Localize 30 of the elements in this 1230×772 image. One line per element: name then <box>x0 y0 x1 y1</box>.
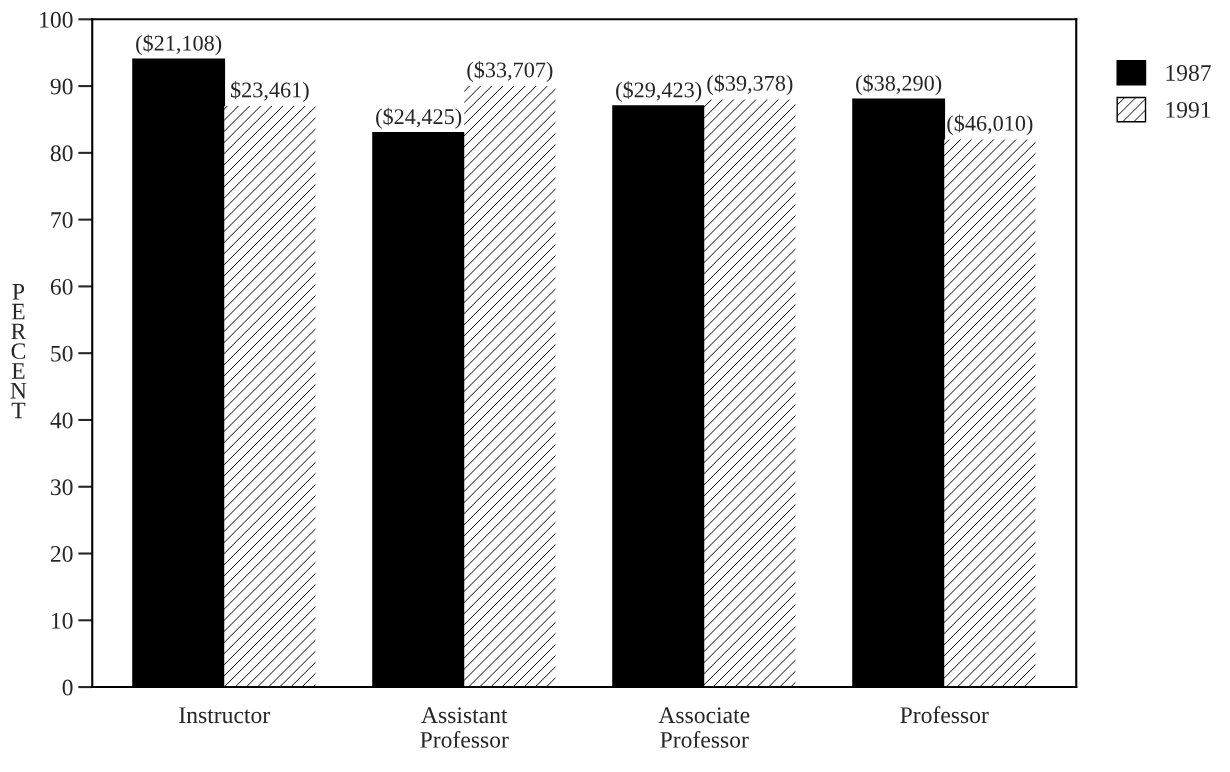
annotation: ($21,108) <box>136 34 222 56</box>
annotation: ($29,423) <box>616 81 702 102</box>
y-tick-label: 20 <box>50 546 73 562</box>
y-tick-label: 0 <box>62 679 73 696</box>
annotation: $23,461) <box>230 81 309 102</box>
y-tick-label: 40 <box>50 412 73 429</box>
y-tick-label: 10 <box>51 612 73 629</box>
annotation: ($38,290) <box>856 74 942 96</box>
bar <box>464 86 556 688</box>
x-tick-label: Professor <box>900 706 989 724</box>
y-tick-label: 80 <box>50 145 73 162</box>
x-tick-label: Associate Professor <box>658 707 750 748</box>
y-tick-label: 90 <box>50 78 73 95</box>
x-tick-label: Assistant Professor <box>420 707 509 748</box>
bar <box>944 139 1036 688</box>
y-tick-label: 70 <box>51 212 73 229</box>
y-axis-title: PERCENT <box>10 284 27 419</box>
annotation: ($24,425) <box>376 107 462 129</box>
bar <box>224 106 316 688</box>
bar <box>704 99 796 688</box>
legend-label: 1987 <box>1166 64 1211 81</box>
annotation: ($39,378) <box>707 74 793 96</box>
y-tick-label: 50 <box>51 345 73 362</box>
legend-label: 1991 <box>1166 101 1211 118</box>
y-tick-label: 100 <box>40 11 73 28</box>
annotation: ($33,707) <box>467 61 553 82</box>
y-tick-label: 60 <box>50 278 73 295</box>
y-tick-label: 30 <box>51 479 73 496</box>
annotation: ($46,010) <box>947 114 1033 136</box>
x-tick-label: Instructor <box>179 707 270 724</box>
